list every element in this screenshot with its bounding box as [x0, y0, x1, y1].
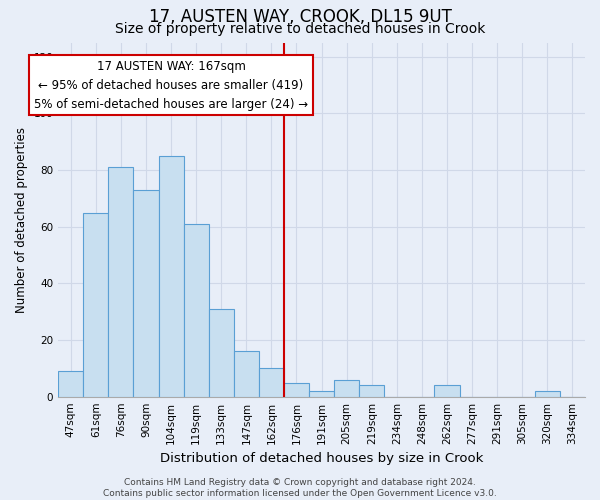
Bar: [133, 190, 158, 396]
Bar: [535, 391, 560, 396]
Bar: [284, 382, 309, 396]
Text: Size of property relative to detached houses in Crook: Size of property relative to detached ho…: [115, 22, 485, 36]
Bar: [359, 386, 385, 396]
Bar: [259, 368, 284, 396]
Bar: [58, 371, 83, 396]
Bar: [334, 380, 359, 396]
Bar: [109, 167, 133, 396]
Bar: [184, 224, 209, 396]
Bar: [234, 352, 259, 397]
Text: 17, AUSTEN WAY, CROOK, DL15 9UT: 17, AUSTEN WAY, CROOK, DL15 9UT: [149, 8, 451, 26]
Bar: [158, 156, 184, 396]
Text: Contains HM Land Registry data © Crown copyright and database right 2024.
Contai: Contains HM Land Registry data © Crown c…: [103, 478, 497, 498]
Bar: [209, 309, 234, 396]
Bar: [83, 212, 109, 396]
Bar: [309, 391, 334, 396]
Y-axis label: Number of detached properties: Number of detached properties: [15, 126, 28, 312]
Bar: [434, 386, 460, 396]
X-axis label: Distribution of detached houses by size in Crook: Distribution of detached houses by size …: [160, 452, 483, 465]
Text: 17 AUSTEN WAY: 167sqm
← 95% of detached houses are smaller (419)
5% of semi-deta: 17 AUSTEN WAY: 167sqm ← 95% of detached …: [34, 60, 308, 110]
